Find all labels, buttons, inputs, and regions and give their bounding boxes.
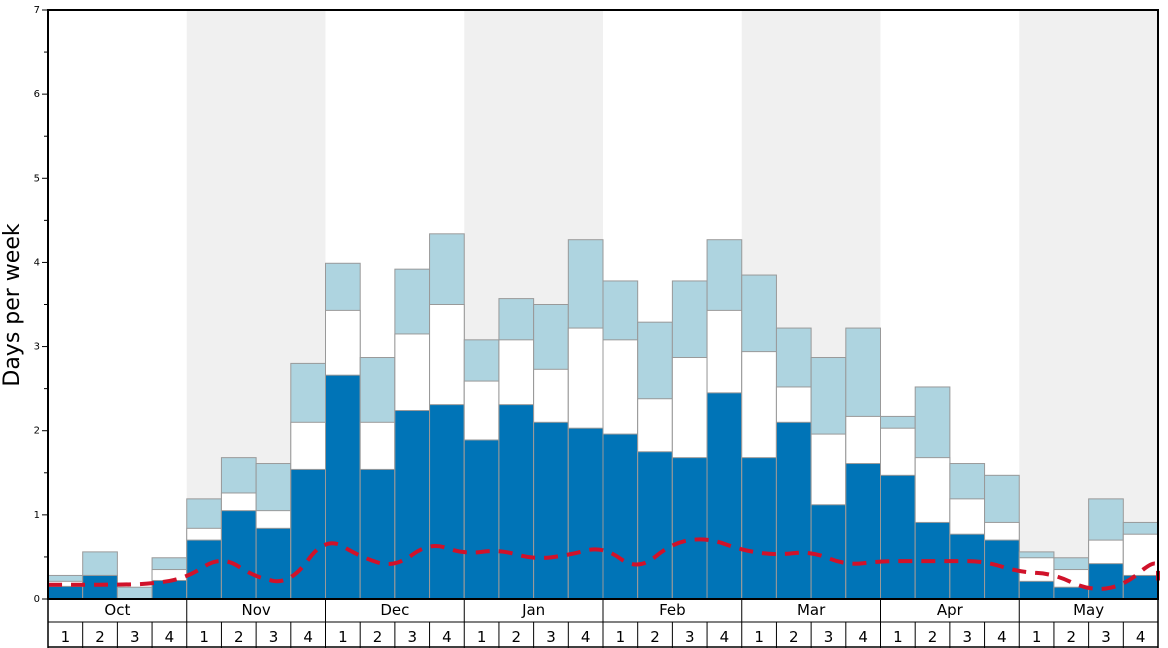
- week-label: 2: [234, 628, 244, 646]
- y-tick-label: 5: [34, 173, 40, 184]
- week-label: 4: [442, 628, 452, 646]
- month-label: Oct: [104, 601, 130, 619]
- bar-lower: [1088, 563, 1124, 600]
- week-label: 3: [962, 628, 972, 646]
- week-label: 4: [165, 628, 175, 646]
- y-tick-label: 4: [34, 257, 40, 268]
- week-label: 3: [685, 628, 695, 646]
- bar-lower: [810, 504, 847, 600]
- week-label: 2: [789, 628, 799, 646]
- month-label: May: [1073, 601, 1104, 619]
- week-label: 3: [269, 628, 279, 646]
- bar-lower: [429, 404, 465, 600]
- trend-line-layer: [48, 537, 1160, 591]
- bar-lower: [290, 468, 326, 600]
- bar-lower: [220, 510, 257, 600]
- bar-lower: [255, 527, 292, 600]
- bar-lower: [151, 579, 188, 600]
- month-label: Apr: [937, 601, 964, 619]
- week-label: 2: [928, 628, 938, 646]
- week-label: 2: [650, 628, 660, 646]
- bar-lower: [706, 392, 743, 600]
- week-label: 4: [720, 628, 730, 646]
- week-label: 3: [546, 628, 556, 646]
- y-tick-label: 7: [34, 5, 40, 16]
- bar-lower: [775, 421, 812, 600]
- week-label: 1: [754, 628, 764, 646]
- bar-lower: [325, 374, 361, 600]
- week-label: 1: [893, 628, 903, 646]
- week-label: 1: [61, 628, 71, 646]
- bars: [47, 233, 1159, 600]
- y-tick-label: 0: [34, 594, 40, 605]
- y-axis: 0 1 2 3 4 5 6 7: [34, 5, 48, 605]
- week-label: 4: [581, 628, 591, 646]
- month-label: Mar: [797, 601, 826, 619]
- week-label: 1: [199, 628, 209, 646]
- bar-lower: [186, 539, 222, 600]
- week-label: 4: [858, 628, 868, 646]
- plot-frame: [47, 9, 1159, 600]
- week-label: 3: [130, 628, 140, 646]
- week-label: 3: [1101, 628, 1111, 646]
- bar-lower: [637, 451, 673, 600]
- bar-lower: [1053, 586, 1090, 600]
- bar-upper: [116, 586, 153, 600]
- bar-lower: [498, 404, 535, 600]
- bar-lower: [82, 574, 118, 600]
- week-label: 2: [373, 628, 383, 646]
- week-label: 1: [477, 628, 487, 646]
- bar-lower: [567, 427, 604, 600]
- bar-lower: [463, 439, 500, 600]
- week-label: 4: [1136, 628, 1146, 646]
- month-label: Jan: [521, 601, 545, 619]
- month-label: Dec: [380, 601, 409, 619]
- y-axis-label: Days per week: [0, 223, 25, 386]
- week-label: 1: [338, 628, 348, 646]
- bar-lower: [359, 468, 396, 600]
- bar-lower: [671, 457, 708, 600]
- y-tick-label: 2: [34, 426, 40, 437]
- bar-lower: [47, 585, 84, 600]
- week-label: 4: [303, 628, 313, 646]
- week-label: 3: [407, 628, 417, 646]
- week-label: 4: [997, 628, 1007, 646]
- week-label: 2: [95, 628, 105, 646]
- y-tick-label: 3: [34, 342, 40, 353]
- bar-lower: [1018, 580, 1055, 600]
- bar-lower: [741, 457, 777, 600]
- bar-lower: [394, 410, 431, 600]
- month-label: Feb: [659, 601, 686, 619]
- week-label: 1: [1032, 628, 1042, 646]
- y-tick-label: 6: [34, 89, 40, 100]
- x-axis: Oct 1 2 3 4 Nov 1 2 3 4 Dec 1 2 3 4 Jan 1 2 3 4 Feb 1 2 3 4 Mar 1 2…: [47, 599, 1159, 648]
- week-label: 3: [824, 628, 834, 646]
- y-tick-label: 1: [34, 510, 40, 521]
- bar-lower: [533, 421, 569, 600]
- month-label: Nov: [241, 601, 270, 619]
- bar-lower: [880, 474, 916, 600]
- trend-line: [48, 537, 1160, 591]
- week-label: 2: [512, 628, 522, 646]
- week-label: 1: [616, 628, 626, 646]
- bar-lower: [602, 433, 639, 600]
- week-label: 2: [1067, 628, 1077, 646]
- bar-lower: [949, 533, 986, 600]
- bar-lower: [845, 463, 881, 600]
